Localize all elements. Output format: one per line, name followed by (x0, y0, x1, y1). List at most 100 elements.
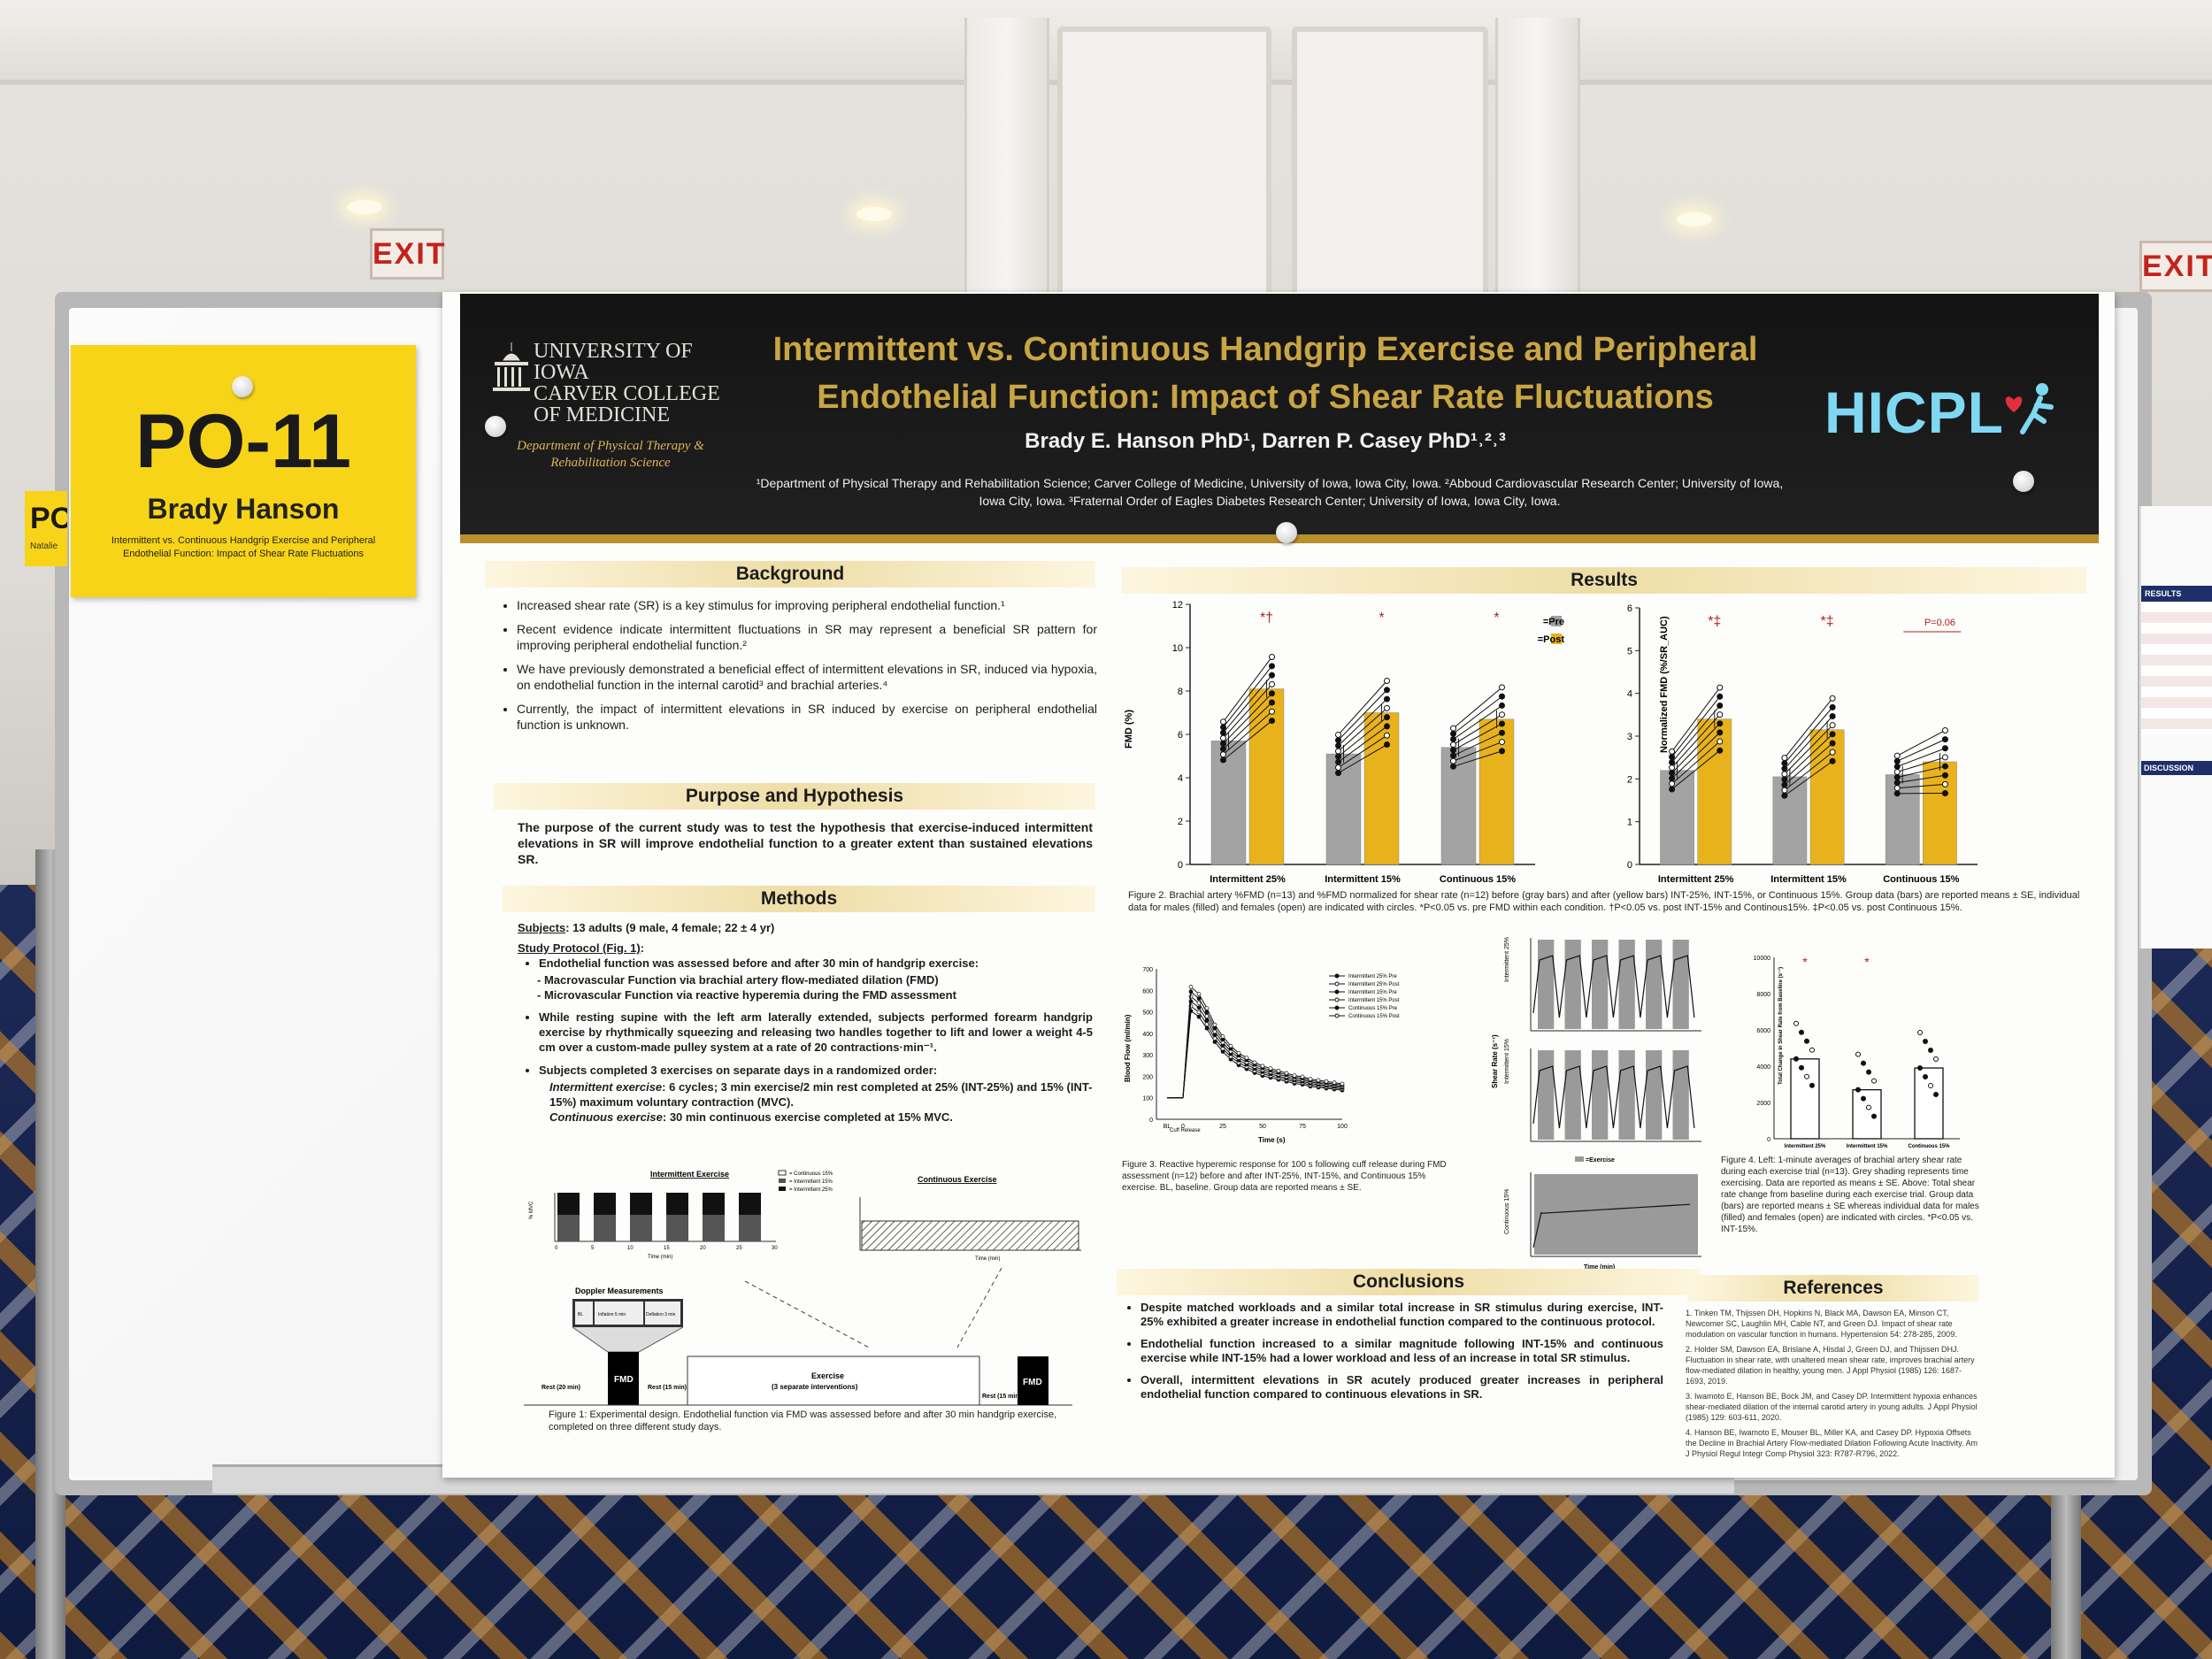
flow-point (1196, 996, 1202, 1001)
subject-line (1453, 732, 1502, 757)
subject-line (1338, 717, 1387, 757)
subject-line (1453, 750, 1502, 767)
x-tick-label: 100 (1337, 1124, 1348, 1130)
subject-line (1338, 726, 1387, 763)
subject-line (1784, 716, 1833, 770)
chart-categories: Intermittent 25% Intermittent 15% Continuo… (1785, 1144, 1951, 1149)
bar-pre (1325, 753, 1362, 865)
category-label: Continuous 15% (1908, 1144, 1950, 1149)
subject-point (1269, 654, 1275, 661)
subject-point (1499, 720, 1505, 727)
subject-point (1941, 736, 1948, 743)
subject-point (1220, 751, 1226, 758)
subject-point (1269, 690, 1275, 697)
category-label: Continuous 15% (1440, 874, 1516, 885)
significance-marker: *‡ (1821, 614, 1834, 629)
intermittent-text: : 6 cycles; 3 min exercise/2 min rest co… (549, 1080, 1093, 1109)
logo-line-3: OF MEDICINE (534, 403, 670, 426)
bar-pre (1772, 776, 1808, 865)
chart-categories: Intermittent 25% Intermittent 15% Continuo… (1658, 874, 1960, 885)
chart-xticks: BL 0 25 50 75 100 (1164, 1124, 1348, 1130)
figure-2-caption: Figure 2. Brachial artery %FMD (n=13) an… (1128, 890, 2080, 913)
subject-point (1220, 729, 1226, 736)
fig1-int-bars (557, 1193, 761, 1241)
fig1-zoom (572, 1326, 684, 1353)
subject-point (1933, 1056, 1939, 1063)
legend-marker (1334, 1005, 1340, 1010)
subject-line (1223, 702, 1272, 749)
neighbor-poster: RESULTS DISCUSSION (2139, 506, 2212, 949)
chart-ylabel: Normalized FMD (%/SR_AUC) (1659, 616, 1670, 753)
subject-point (1220, 740, 1226, 747)
conclusion-bullet: Overall, intermittent elevations in SR a… (1141, 1373, 1663, 1402)
chart-lines (1167, 973, 1345, 1099)
subject-point (1384, 677, 1390, 684)
subject-point (1829, 722, 1836, 729)
fig1-bar (739, 1215, 761, 1241)
subject-point (1269, 680, 1275, 687)
y-tick-label: 200 (1142, 1074, 1153, 1080)
figure-3-caption: Figure 3. Reactive hyperemic response fo… (1122, 1160, 1447, 1193)
subject-point (1384, 714, 1390, 721)
flow-point (1268, 1066, 1273, 1071)
subject-point (1384, 704, 1390, 711)
subject-point (1781, 771, 1788, 778)
subject-line (1896, 730, 1946, 757)
fig1-fmd-box (1018, 1356, 1048, 1405)
subject-point (1793, 1056, 1799, 1062)
total-shear-bar (1914, 1067, 1944, 1140)
fig1-connector (956, 1267, 1002, 1348)
exercise-shading (1672, 1050, 1689, 1140)
methods-subpoint: - Macrovascular Function via brachial ar… (537, 973, 939, 987)
category-label: Intermittent 15% (1770, 874, 1847, 885)
bar-post (1697, 718, 1732, 865)
legend-post: =Post (1538, 634, 1565, 645)
subject-point (1928, 1048, 1933, 1054)
bar-pre (1660, 770, 1694, 865)
exercise-shading (1592, 1050, 1609, 1140)
subject-point (1669, 764, 1676, 772)
subject-line (1338, 698, 1387, 747)
chart-ylabel: Total Change in Shear Rate from Baseline… (1778, 967, 1784, 1085)
exit-sign-left: EXIT (370, 228, 445, 280)
exercise-shading (1618, 940, 1635, 1029)
y-tick-label: 0 (1627, 860, 1632, 871)
legend-swatch (779, 1179, 786, 1183)
bar-pre (1210, 741, 1247, 865)
exercise-shading (1672, 940, 1689, 1029)
chart-legend: Intermittent 25% Pre Intermittent 25% Po… (1348, 974, 1400, 1019)
subject-line (1338, 744, 1387, 774)
neighbor-poster-table (2141, 602, 2212, 734)
subject-line (1223, 674, 1272, 733)
flow-point (1332, 1080, 1337, 1085)
fig1-rest-1: Rest (20 min) (541, 1385, 580, 1391)
panel-label: Continuous 15% (1504, 1189, 1510, 1234)
flow-point (1204, 1006, 1210, 1010)
bar-post (1923, 761, 1957, 865)
shear-panels (1530, 938, 1701, 1257)
subject-line (1671, 741, 1721, 785)
exercise-shading (1646, 940, 1663, 1029)
subject-point (1717, 729, 1724, 736)
legend-item: Intermittent 15% Post (1348, 998, 1400, 1003)
door-panel (1057, 27, 1271, 303)
fig1-xlabel: Time (min) (648, 1255, 672, 1260)
flow-point (1300, 1074, 1305, 1079)
subject-line (1671, 714, 1721, 768)
chart-yticks: 0 100 200 300 400 500 600 700 (1142, 967, 1342, 1124)
subject-point (1669, 753, 1676, 760)
subject-point (1793, 1020, 1799, 1026)
section-heading-results: Results (1122, 567, 2086, 594)
chart-yticks: 0 2 4 6 8 10 12 (1172, 600, 1535, 871)
flow-point (1292, 1073, 1297, 1078)
y-tick-label: 3 (1627, 732, 1632, 742)
background-text: Increased shear rate (SR) is a key stimu… (495, 597, 1097, 741)
subject-line (1338, 689, 1387, 741)
fig1-tick: 30 (772, 1246, 778, 1251)
subject-point (1335, 764, 1341, 771)
neighbor-poster-section: DISCUSSION (2141, 761, 2212, 775)
fig1-tick: 5 (591, 1246, 595, 1251)
exercise-shading (1618, 1050, 1635, 1140)
dept-line-2: Rehabilitation Science (550, 456, 671, 470)
